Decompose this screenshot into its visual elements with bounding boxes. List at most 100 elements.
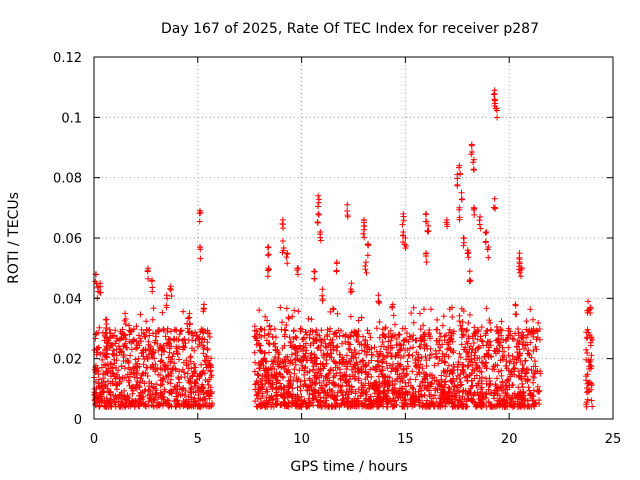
data-point [273,392,279,399]
data-point [344,399,351,406]
data-point [479,374,485,381]
data-point [279,345,286,352]
data-point [503,362,510,369]
data-point [458,381,465,388]
data-point [389,303,396,310]
data-point [499,356,506,363]
data-point [123,396,130,403]
data-point [348,402,355,409]
data-point [334,343,341,350]
data-point [255,385,262,391]
data-point [330,358,337,364]
data-point [399,325,406,332]
data-point [421,306,427,313]
data-point [362,382,369,389]
data-point [497,392,503,399]
data-point [322,343,329,350]
data-point [139,396,146,403]
data-point [448,379,455,385]
data-point [118,363,125,370]
data-point [173,397,180,404]
data-point [336,333,343,340]
data-point [300,357,307,364]
data-point [515,384,522,391]
data-point [442,359,449,366]
data-point [139,370,146,377]
data-point [196,210,203,217]
data-point [331,359,338,365]
data-point [383,360,390,367]
data-point [460,370,467,377]
data-point [340,332,347,339]
data-point [342,338,349,345]
data-point [192,389,199,396]
data-point [494,362,501,369]
data-point [150,402,157,409]
data-point [483,229,490,235]
data-point [484,246,491,253]
data-point [392,365,399,372]
data-point [285,368,291,375]
data-point [282,327,289,334]
data-point [197,373,203,380]
data-point [264,388,271,395]
data-point [319,403,325,410]
data-point [109,341,116,348]
data-point [102,316,109,323]
data-point [471,324,478,331]
data-point [343,352,350,359]
data-point [110,333,117,340]
data-point [107,368,114,374]
data-point [315,210,322,217]
data-point [296,403,303,410]
data-point [265,252,272,259]
data-point [412,376,419,383]
data-point [312,381,319,388]
data-point [376,334,383,341]
data-point [259,358,266,365]
data-point [148,380,155,387]
data-point [280,225,287,232]
data-point [103,325,110,331]
data-point [287,340,294,346]
data-point [330,374,337,381]
data-point [483,390,490,397]
data-point [206,395,213,402]
data-point [396,362,403,369]
data-point [257,348,264,354]
data-point [373,378,380,385]
data-point [139,349,146,356]
data-point [330,331,337,338]
data-point [311,386,318,393]
data-point [303,347,310,354]
data-point [523,318,530,325]
data-point [585,298,592,305]
data-point [344,201,351,208]
data-point [446,337,453,344]
data-point [133,323,140,330]
data-point [173,393,180,400]
data-point [521,345,527,352]
data-point [281,333,288,340]
data-point [175,375,182,382]
data-point [302,382,309,389]
data-point [475,380,481,387]
data-point [487,338,494,345]
data-point [159,366,165,373]
data-point [399,221,406,228]
data-point [279,220,286,227]
data-point [530,373,537,380]
data-point [301,397,308,404]
data-point [482,239,489,246]
data-point [446,306,453,313]
data-point [130,336,137,343]
data-point [185,315,191,322]
data-point [433,353,440,360]
data-point [290,377,297,384]
data-point [442,378,449,385]
data-point [278,384,285,390]
data-point [517,393,524,400]
data-point [131,365,138,372]
data-point [522,357,529,364]
data-point [403,383,409,390]
